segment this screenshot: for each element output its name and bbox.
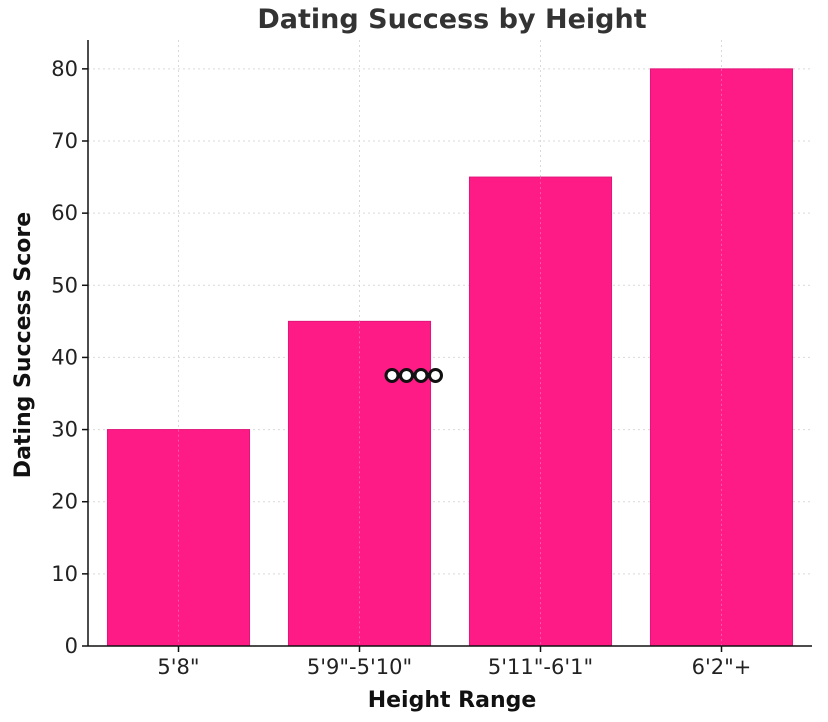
y-tick-label: 40 (51, 345, 78, 369)
y-tick-label: 50 (51, 273, 78, 297)
marker-circle (413, 367, 429, 383)
marker-circle (399, 367, 414, 383)
y-tick-label: 70 (51, 129, 78, 153)
x-tick-label: 5'8" (157, 655, 199, 679)
y-axis-title: Dating Success Score (11, 212, 36, 478)
y-tick-label: 20 (51, 490, 78, 514)
x-tick-label: 5'9"-5'10" (307, 655, 412, 679)
y-ticks: 0 10 20 30 40 50 60 70 80 (51, 57, 88, 658)
chart-title: Dating Success by Height (257, 4, 646, 35)
x-axis-title: Height Range (368, 688, 537, 713)
bars (106, 68, 794, 647)
y-tick-label: 60 (51, 201, 78, 225)
y-tick-label: 30 (51, 418, 78, 442)
marker-circle (384, 367, 400, 383)
x-ticks: 5'8" 5'9"-5'10" 5'11"-6'1" 6'2"+ (157, 646, 751, 679)
bar (106, 429, 251, 647)
x-tick-label: 6'2"+ (692, 655, 752, 679)
x-tick-label: 5'11"-6'1" (488, 655, 593, 679)
y-tick-label: 0 (65, 634, 78, 658)
y-tick-label: 80 (51, 57, 78, 81)
marker-cluster (384, 367, 443, 383)
y-tick-label: 10 (51, 562, 78, 586)
gridlines (88, 40, 812, 646)
marker-circle (428, 367, 443, 383)
